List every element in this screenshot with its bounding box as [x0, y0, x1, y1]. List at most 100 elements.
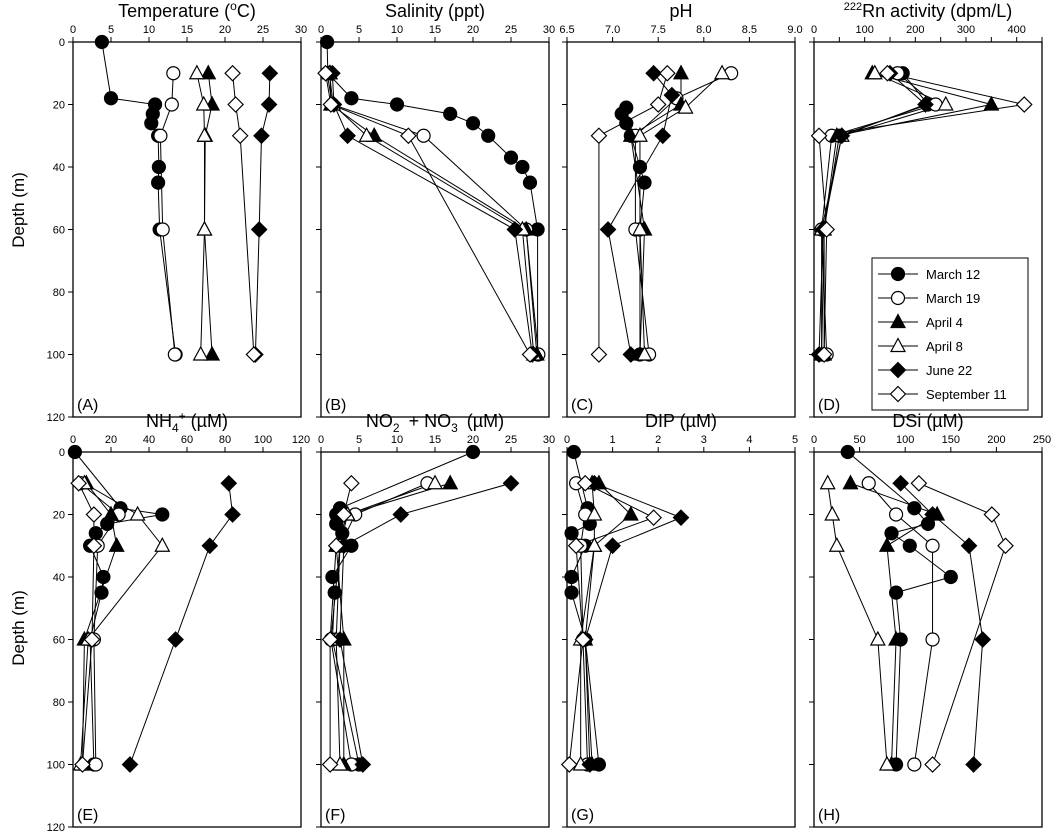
data-point: [810, 127, 828, 145]
data-point: [515, 159, 530, 175]
data-point: [502, 474, 520, 492]
series-line: [634, 72, 732, 355]
data-point: [325, 569, 340, 585]
data-point: [74, 756, 91, 773]
panel-f: NO2- + NO3- (µM) 0 5 10 15 20 25 30 (F): [316, 409, 555, 828]
data-point: [102, 505, 120, 521]
y-axis-label-top: Depth (m): [9, 172, 28, 248]
data-point: [878, 755, 895, 771]
data-point: [167, 631, 184, 648]
data-point: [164, 97, 179, 112]
data-point: [564, 526, 579, 541]
data-point: [842, 474, 859, 490]
panel-title: pH: [669, 1, 692, 21]
x-tick-label: 20: [467, 24, 479, 36]
x-tick-label: 30: [543, 434, 555, 446]
data-point: [260, 96, 278, 113]
panel-b: Salinity (ppt) 0 5 10 15 20 25 30 (B): [316, 1, 555, 418]
series-line: [74, 451, 163, 765]
data-point: [960, 537, 978, 555]
data-point: [907, 757, 922, 772]
data-point: [167, 347, 182, 362]
data-point: [888, 507, 904, 522]
x-tick-label: 25: [257, 24, 269, 36]
data-point: [974, 631, 992, 648]
x-tick-label: 150: [942, 434, 960, 446]
data-point: [924, 756, 941, 773]
x-tick-label: 120: [292, 434, 310, 446]
panel-title: Salinity (ppt): [385, 1, 485, 21]
panel-label: (G): [571, 807, 594, 824]
y-tick-label: 40: [53, 572, 65, 584]
series-line: [847, 451, 952, 765]
data-point: [322, 96, 340, 113]
data-point: [192, 345, 209, 361]
series-line: [900, 482, 984, 765]
data-point: [645, 64, 662, 82]
x-tick-label: 7.5: [651, 24, 666, 36]
x-tick-label: 8.5: [742, 24, 757, 36]
data-point: [121, 756, 139, 773]
data-point: [925, 632, 940, 647]
y-tick-label: 0: [59, 37, 65, 49]
series-line: [335, 482, 436, 765]
data-point: [327, 585, 342, 600]
data-point: [85, 506, 103, 523]
data-point: [907, 501, 922, 516]
data-point: [188, 64, 205, 80]
x-tick-label: 0: [811, 434, 817, 446]
y-axis-label-bottom: Depth (m): [9, 590, 28, 666]
x-tick-label: 40: [143, 434, 155, 446]
legend-marker: [890, 266, 906, 282]
data-point: [586, 505, 603, 521]
data-point: [983, 95, 1000, 111]
data-point: [672, 64, 690, 80]
series-line: [159, 73, 176, 355]
data-point: [327, 537, 345, 555]
data-point: [828, 536, 845, 552]
data-point: [94, 34, 109, 50]
data-point: [649, 96, 667, 113]
data-point: [261, 64, 279, 82]
data-point: [884, 526, 899, 541]
x-tick-label: 25: [505, 434, 517, 446]
data-point: [1015, 96, 1033, 113]
data-point: [943, 569, 958, 585]
x-tick-label: 100: [855, 24, 873, 36]
x-tick-label: 15: [181, 24, 193, 36]
x-tick-label: 100: [254, 434, 272, 446]
x-tick-label: 1: [610, 434, 616, 446]
series-line: [78, 483, 95, 765]
data-point: [910, 474, 928, 492]
x-tick-label: 0: [318, 24, 324, 36]
data-point: [144, 116, 159, 131]
x-tick-label: 25: [505, 24, 517, 36]
data-point: [672, 509, 690, 526]
data-point: [153, 128, 168, 143]
data-point: [96, 569, 111, 585]
series-line: [918, 482, 1007, 765]
data-point: [250, 221, 268, 238]
x-tick-label: 0: [70, 434, 76, 446]
x-tick-label: 0: [70, 24, 76, 36]
data-point: [654, 127, 672, 145]
data-point: [426, 474, 444, 490]
panel-label: (B): [325, 397, 346, 414]
data-point: [560, 756, 578, 773]
data-point: [220, 474, 238, 492]
legend-entry-label: April 8: [926, 339, 963, 354]
data-point: [924, 506, 941, 523]
series-line: [232, 73, 255, 355]
legend-entry-label: March 19: [926, 291, 980, 306]
data-point: [108, 536, 125, 552]
data-point: [815, 346, 833, 363]
data-point: [576, 474, 594, 492]
y-tick-label: 120: [47, 412, 65, 424]
y-tick-label: 60: [53, 635, 65, 647]
data-point: [637, 175, 652, 190]
x-tick-label: 250: [1033, 434, 1051, 446]
data-point: [319, 34, 335, 50]
data-point: [196, 220, 213, 236]
legend-marker: [889, 385, 907, 403]
